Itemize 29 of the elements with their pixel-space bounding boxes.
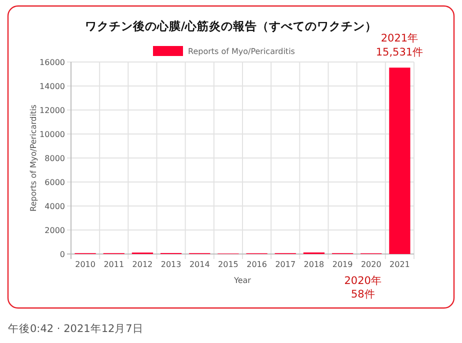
x-tick-label: 2016 — [246, 260, 267, 269]
y-tick-label: 2000 — [44, 226, 65, 235]
x-tick-label: 2012 — [132, 260, 153, 269]
y-tick-label: 0 — [60, 250, 65, 259]
x-tick-label: 2011 — [104, 260, 124, 269]
x-tick-label: 2017 — [275, 260, 296, 269]
x-tick-label: 2010 — [75, 260, 96, 269]
x-tick-label: 2015 — [218, 260, 238, 269]
x-tick-label: 2014 — [189, 260, 210, 269]
x-axis-title: Year — [233, 276, 252, 285]
y-axis-title: Reports of Myo/Pericarditis — [29, 104, 38, 212]
x-tick-label: 2013 — [160, 260, 182, 269]
x-tick-label: 2019 — [332, 260, 353, 269]
chart-title: ワクチン後の心膜/心筋炎の報告（すべてのワクチン） — [84, 19, 378, 33]
y-tick-label: 14000 — [40, 82, 65, 91]
bar — [389, 68, 410, 254]
x-tick-label: 2020 — [360, 260, 382, 269]
annotation: 2021年 15,531件 — [376, 32, 424, 58]
text: 午後0:42 · 2021年12月7日 — [8, 323, 144, 335]
x-tick-label: 2018 — [304, 260, 324, 269]
y-tick-label: 12000 — [40, 106, 65, 115]
x-tick-label: 2021 — [390, 260, 410, 269]
y-tick-label: 16000 — [40, 58, 65, 67]
y-tick-label: 8000 — [44, 154, 65, 163]
y-tick-label: 4000 — [44, 202, 65, 211]
legend-label: Reports of Myo/Pericarditis — [188, 47, 295, 56]
annotation: 2020年 58件 — [344, 275, 382, 301]
y-tick-label: 10000 — [40, 130, 65, 139]
y-tick-label: 6000 — [44, 178, 65, 187]
